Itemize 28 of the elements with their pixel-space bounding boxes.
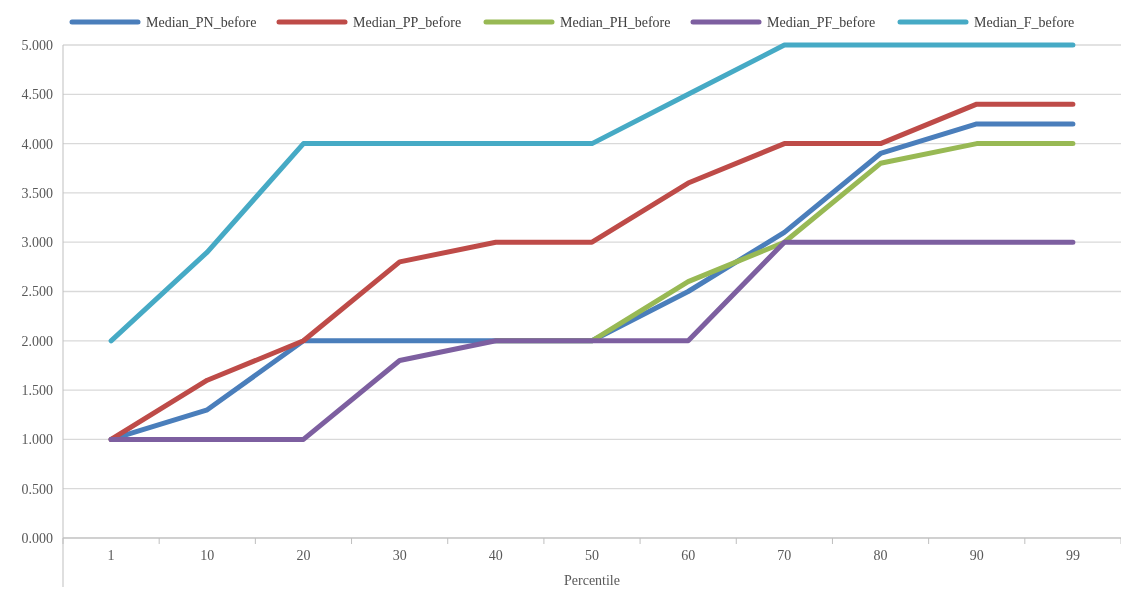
- x-tick-label: 40: [488, 548, 503, 563]
- x-tick-label: 20: [296, 548, 311, 563]
- legend-label: Median_F_before: [974, 14, 1075, 30]
- y-tick-label: 4.000: [21, 136, 53, 152]
- legend-label: Median_PN_before: [146, 14, 257, 30]
- y-tick-label: 0.000: [21, 530, 53, 546]
- y-tick-label: 2.000: [21, 333, 53, 349]
- y-tick-label: 0.500: [21, 481, 53, 497]
- legend-label: Median_PF_before: [767, 14, 876, 30]
- x-tick-label: 10: [200, 548, 215, 563]
- x-tick-label: 60: [681, 548, 696, 563]
- y-tick-label: 1.000: [21, 432, 53, 448]
- y-tick-label: 3.500: [21, 185, 53, 201]
- x-tick-label: 70: [777, 548, 792, 563]
- legend-label: Median_PH_before: [560, 14, 671, 30]
- y-tick-label: 4.500: [21, 87, 53, 103]
- y-tick-label: 1.500: [21, 383, 53, 398]
- x-tick-label: 30: [392, 548, 407, 563]
- x-axis-title: Percentile: [564, 573, 620, 588]
- x-tick-label: 99: [1065, 548, 1080, 563]
- y-tick-label: 2.500: [21, 284, 53, 300]
- y-tick-label: 5.000: [21, 37, 53, 53]
- x-tick-label: 90: [969, 548, 984, 563]
- legend-label: Median_PP_before: [353, 14, 462, 30]
- x-tick-label: 80: [873, 548, 888, 563]
- y-tick-label: 3.000: [21, 235, 53, 251]
- x-tick-label: 50: [585, 548, 599, 563]
- x-tick-label: 1: [107, 548, 115, 563]
